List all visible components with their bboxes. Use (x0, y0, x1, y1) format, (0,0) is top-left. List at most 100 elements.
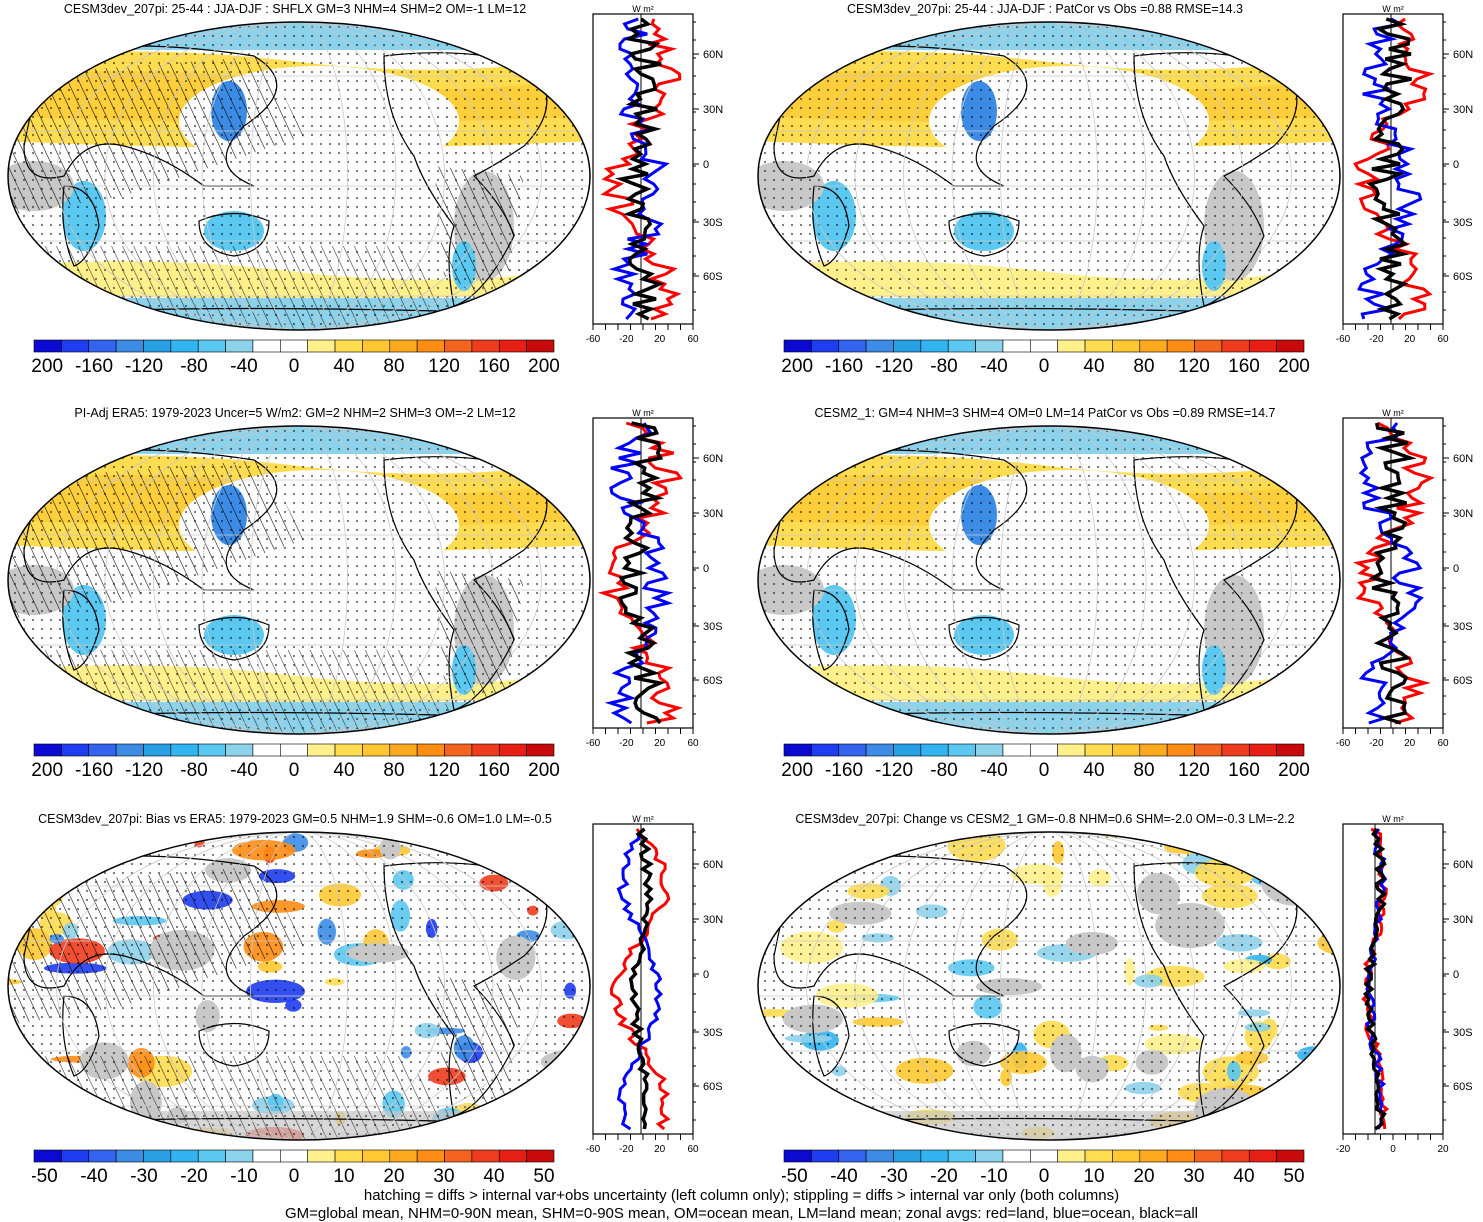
colorbar-swatch (362, 1149, 391, 1163)
colorbar-swatch (1166, 339, 1195, 353)
zonal-units: W m² (632, 814, 654, 824)
zonal-lat-label: 0 (703, 563, 709, 575)
colorbar-swatch (526, 339, 555, 353)
colorbar-swatch (1084, 743, 1113, 757)
colorbar-swatch (893, 339, 922, 353)
colorbar-label: -10 (230, 1166, 257, 1187)
global-map (757, 831, 1341, 1141)
zonal-lat-label: 30N (1453, 508, 1473, 520)
colorbar-swatch (947, 339, 976, 353)
colorbar-swatch (307, 1149, 336, 1163)
colorbar-label: 120 (428, 760, 460, 781)
zonal-ocean-line (604, 422, 674, 725)
panel-title: CESM3dev_207pi: 25-44 : JJA-DJF : SHFLX … (63, 2, 527, 16)
colorbar-swatch (838, 743, 867, 757)
colorbar-swatch (143, 1149, 172, 1163)
colorbar-label: 40 (1233, 1166, 1254, 1187)
colorbar-label: -200 (782, 760, 813, 781)
zonal-lat-label: 60N (1453, 859, 1473, 871)
colorbar-label: 160 (478, 356, 510, 377)
colorbar: -200 -160 -120 -80 -40 0 40 80 120 160 200 (32, 743, 560, 781)
zonal-lat-label: 30S (1453, 1027, 1473, 1039)
colorbar-swatch (920, 743, 949, 757)
colorbar-label: 10 (333, 1166, 354, 1187)
zonal-units: W m² (632, 4, 654, 14)
zonal-land-line (600, 18, 682, 321)
zonal-lat-label: 30N (1453, 914, 1473, 926)
colorbar-label: -80 (930, 356, 957, 377)
zonal-lat-label: 60S (703, 675, 723, 687)
colorbar-swatch (115, 339, 144, 353)
colorbar-swatch (416, 339, 445, 353)
colorbar-swatch (1084, 1149, 1113, 1163)
colorbar-swatch (1139, 1149, 1168, 1163)
colorbar-label: -200 (32, 760, 63, 781)
colorbar-label: 40 (333, 356, 354, 377)
zonal-mean-plot: W m² 60N 30N 0 30S 60S -20 0 20 (1336, 814, 1473, 1155)
zonal-x-tick: -20 (1369, 738, 1384, 749)
zonal-ocean-line (1358, 422, 1424, 725)
zonal-x-tick: -60 (586, 334, 601, 345)
colorbar-label: -120 (125, 760, 163, 781)
colorbar-swatch (252, 339, 281, 353)
colorbar-label: -120 (125, 356, 163, 377)
colorbar-label: 40 (483, 1166, 504, 1187)
colorbar-swatch (1194, 743, 1223, 757)
zonal-mean-plot: W m² 60N 30N 0 30S 60S -60 -20 20 60 (1336, 4, 1473, 345)
zonal-all-line (628, 827, 654, 1130)
zonal-mean-plot: W m² 60N 30N 0 30S 60S -60 -20 20 60 (586, 408, 723, 749)
colorbar-swatch (471, 1149, 500, 1163)
colorbar-swatch (947, 1149, 976, 1163)
colorbar-label: 120 (1178, 356, 1210, 377)
panel-title: CESM3dev_207pi: Change vs CESM2_1 GM=-0.… (795, 812, 1295, 826)
colorbar-swatch (1002, 1149, 1031, 1163)
zonal-x-tick: 20 (1404, 738, 1416, 749)
colorbar-swatch (389, 743, 418, 757)
colorbar-label: 80 (1133, 356, 1154, 377)
colorbar-label: 20 (1133, 1166, 1154, 1187)
colorbar-label: -40 (80, 1166, 107, 1187)
zonal-lat-label: 60N (703, 49, 723, 61)
colorbar-swatch (1112, 743, 1141, 757)
colorbar-label: -20 (930, 1166, 957, 1187)
zonal-ocean-line (616, 827, 664, 1131)
colorbar-swatch (197, 743, 226, 757)
colorbar: -50 -40 -30 -20 -10 0 10 20 30 40 50 (782, 1149, 1305, 1187)
colorbar-label: -160 (825, 356, 863, 377)
zonal-lat-label: 0 (1453, 159, 1459, 171)
colorbar-label: -160 (75, 760, 113, 781)
colorbar-label: -10 (980, 1166, 1007, 1187)
zonal-x-tick: 0 (1390, 1144, 1396, 1155)
colorbar-swatch (1166, 743, 1195, 757)
colorbar-swatch (61, 743, 90, 757)
colorbar-label: 200 (528, 760, 560, 781)
footer-line1: hatching = diffs > internal var+obs unce… (363, 1187, 1120, 1204)
colorbar-swatch (1221, 743, 1250, 757)
colorbar-swatch (865, 339, 894, 353)
colorbar-label: 50 (1283, 1166, 1304, 1187)
colorbar-label: 30 (1183, 1166, 1204, 1187)
zonal-lat-label: 30S (703, 1027, 723, 1039)
colorbar-swatch (1084, 339, 1113, 353)
colorbar-label: 80 (383, 356, 404, 377)
zonal-lat-label: 60S (703, 1081, 723, 1093)
zonal-all-line (614, 17, 665, 321)
colorbar-swatch (975, 743, 1004, 757)
colorbar-label: 0 (289, 1166, 300, 1187)
zonal-lat-label: 60S (1453, 675, 1473, 687)
colorbar: -200 -160 -120 -80 -40 0 40 80 120 160 200 (782, 743, 1310, 781)
zonal-units: W m² (1382, 408, 1404, 418)
colorbar-label: 30 (433, 1166, 454, 1187)
zonal-units: W m² (632, 408, 654, 418)
colorbar-swatch (783, 339, 812, 353)
colorbar-swatch (1194, 1149, 1223, 1163)
colorbar-label: -200 (782, 356, 813, 377)
colorbar-swatch (88, 743, 117, 757)
colorbar-label: 40 (333, 760, 354, 781)
zonal-ocean-line (608, 17, 670, 321)
colorbar-swatch (389, 339, 418, 353)
colorbar-swatch (1248, 339, 1277, 353)
colorbar-swatch (1194, 339, 1223, 353)
zonal-x-tick: -60 (1336, 334, 1351, 345)
colorbar-swatch (170, 339, 199, 353)
